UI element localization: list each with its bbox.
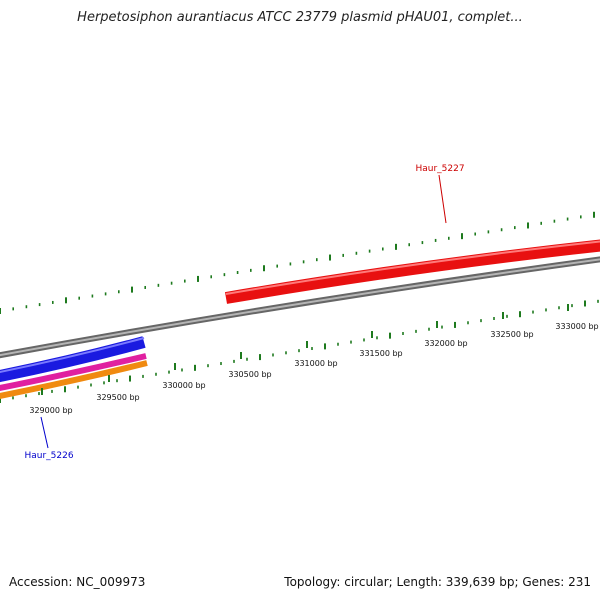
gene-arc-magenta[interactable] (0, 353, 147, 392)
gene-arc-haur-5226-highlight (0, 337, 145, 373)
tick-label: 330000 bp (162, 381, 205, 390)
tick-label: 333000 bp (555, 322, 598, 331)
label-haur-5227[interactable]: Haur_5227 (415, 164, 464, 174)
tick-labels: 329000 bp 329500 bp 330000 bp 330500 bp 3310… (29, 322, 598, 415)
tick-label: 329000 bp (29, 406, 72, 415)
backbone-arc-highlight (0, 258, 600, 357)
minor-ticks-inner (0, 299, 599, 403)
minor-ticks-outer (0, 211, 595, 314)
gene-orange[interactable] (0, 360, 148, 400)
map-title: Herpetosiphon aurantiacus ATCC 23779 pla… (77, 10, 523, 25)
gene-arc-haur-5227[interactable] (224, 239, 600, 304)
leader-haur-5227 (438, 174, 447, 224)
major-ticks (41, 304, 569, 395)
gene-haur-5226[interactable] (0, 336, 146, 383)
tick-label: 330500 bp (228, 370, 271, 379)
leader-haur-5226 (40, 416, 49, 449)
tick-label: 332000 bp (424, 339, 467, 348)
gene-magenta[interactable] (0, 353, 147, 392)
summary-text: Topology: circular; Length: 339,639 bp; … (284, 575, 591, 589)
label-haur-5226[interactable]: Haur_5226 (24, 451, 73, 461)
gene-arc-haur-5226[interactable] (0, 336, 146, 383)
tick-label: 331000 bp (294, 359, 337, 368)
gene-haur-5227[interactable] (224, 239, 600, 304)
gene-arc-haur-5227-highlight (225, 240, 600, 295)
tick-label: 331500 bp (359, 349, 402, 358)
tick-label: 329500 bp (96, 393, 139, 402)
tick-label: 332500 bp (490, 330, 533, 339)
accession-text: Accession: NC_009973 (9, 575, 146, 589)
gene-arc-orange[interactable] (0, 360, 148, 400)
